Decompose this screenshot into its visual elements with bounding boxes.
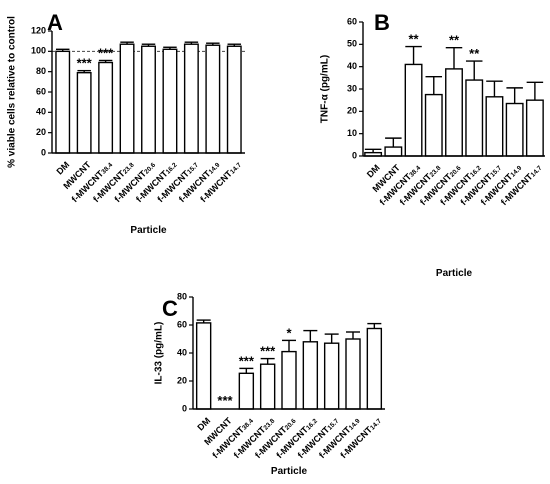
significance-marker: ***: [217, 393, 233, 408]
bar: [141, 45, 156, 154]
bar: [345, 338, 361, 410]
y-tick-label: 100: [31, 46, 46, 56]
y-tick-label: 0: [352, 150, 357, 160]
significance-marker: **: [449, 33, 460, 48]
y-axis-title: % viable cells relative to control: [7, 16, 18, 168]
x-tick-label: DM: [196, 416, 213, 433]
bar: [195, 322, 212, 410]
y-tick-label: 40: [177, 347, 187, 357]
x-tick-label: DM: [55, 160, 72, 177]
bar: [525, 99, 544, 157]
y-tick-label: 0: [41, 147, 46, 157]
bar: [259, 363, 276, 410]
bar: [302, 341, 319, 410]
y-tick-label: 0: [182, 403, 187, 413]
significance-marker: **: [469, 46, 480, 61]
significance-marker: *: [286, 325, 292, 340]
y-tick-label: 40: [347, 61, 357, 71]
bar: [76, 71, 92, 154]
chart-panel-a: A******020406080100120DMMWCNTf-MWCNT38.4…: [7, 10, 245, 236]
bar: [384, 146, 403, 157]
significance-marker: ***: [239, 353, 255, 368]
significance-marker: ***: [260, 344, 276, 359]
significance-marker: ***: [77, 56, 93, 71]
bar: [55, 50, 71, 154]
y-tick-label: 10: [347, 128, 357, 138]
bar: [226, 45, 242, 154]
y-tick-label: 60: [177, 319, 187, 329]
y-tick-label: 80: [177, 291, 187, 301]
y-tick-label: 30: [347, 83, 357, 93]
x-axis-title: Particle: [271, 466, 308, 477]
y-tick-label: 20: [36, 127, 46, 137]
bar: [205, 44, 221, 154]
chart-panel-c: C**********020406080DMMWCNTf-MWCNT38.4f-…: [154, 291, 385, 477]
y-axis-title: TNF-α (pg/mL): [320, 55, 331, 123]
bar: [281, 350, 297, 410]
y-tick-label: 40: [36, 107, 46, 117]
bar: [505, 102, 524, 157]
panel-letter: A: [47, 10, 63, 35]
panel-letter: B: [374, 10, 390, 35]
bar: [445, 68, 463, 157]
y-tick-label: 20: [347, 106, 357, 116]
significance-marker: ***: [98, 45, 114, 60]
y-tick-label: 120: [31, 25, 46, 35]
bar: [238, 372, 255, 410]
bar: [323, 342, 340, 410]
bar: [119, 43, 135, 154]
significance-marker: **: [408, 32, 419, 47]
y-tick-label: 20: [177, 375, 187, 385]
bar: [366, 327, 383, 410]
bar: [98, 61, 114, 154]
y-tick-label: 60: [347, 16, 357, 26]
y-tick-label: 60: [36, 86, 46, 96]
bar: [162, 48, 178, 154]
bar: [183, 43, 199, 154]
y-tick-label: 80: [36, 66, 46, 76]
bar: [424, 93, 443, 157]
y-tick-label: 50: [347, 39, 357, 49]
x-axis-title: Particle: [130, 225, 167, 236]
y-axis-title: IL-33 (pg/mL): [154, 322, 165, 385]
bar: [485, 96, 504, 157]
chart-panel-b: B** ****0102030405060DMMWCNTf-MWCNT38.4f-…: [320, 10, 545, 279]
panel-letter: C: [162, 296, 178, 321]
bar: [404, 63, 423, 157]
bar: [465, 79, 484, 157]
x-axis-title: Particle: [436, 268, 473, 279]
